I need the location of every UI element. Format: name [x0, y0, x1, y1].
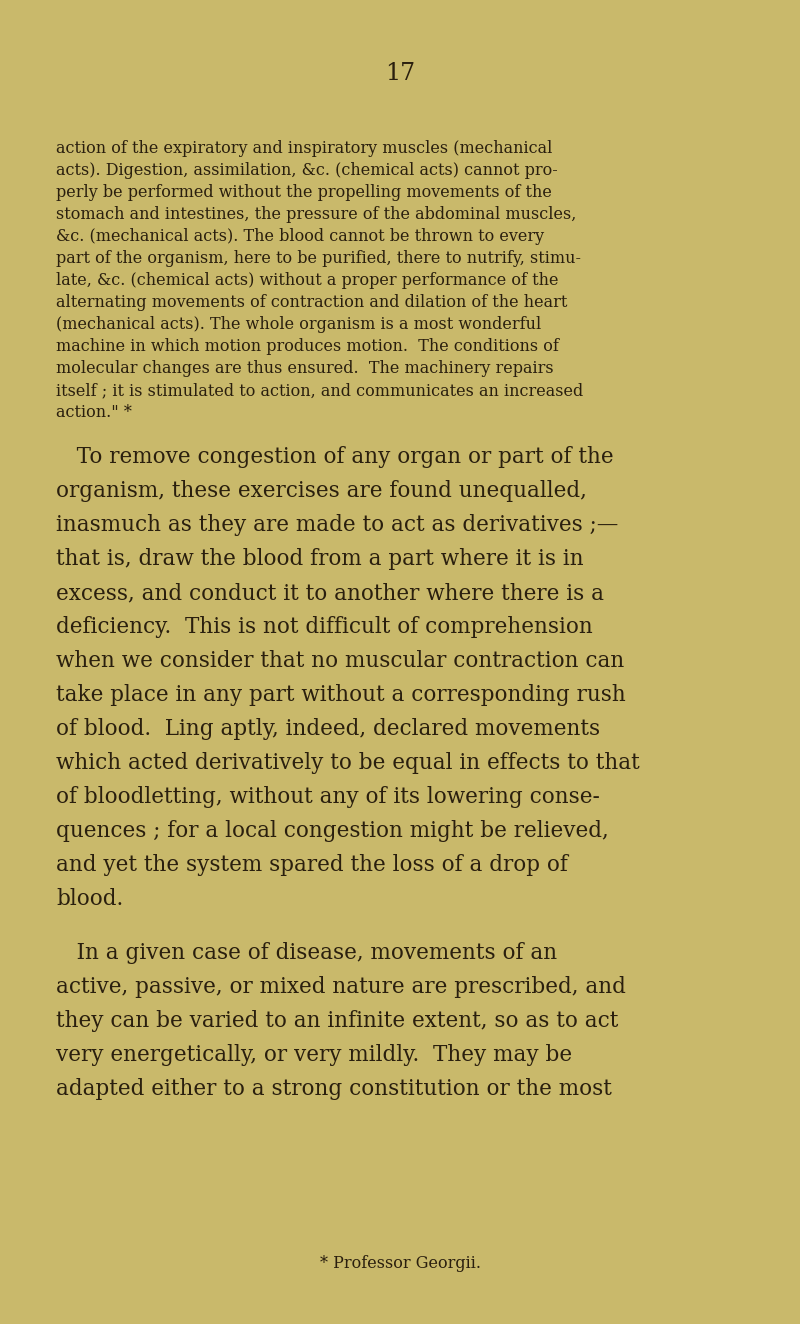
Text: adapted either to a strong constitution or the most: adapted either to a strong constitution … — [56, 1078, 612, 1100]
Text: very energetically, or very mildly.  They may be: very energetically, or very mildly. They… — [56, 1045, 572, 1066]
Text: late, &c. (chemical acts) without a proper performance of the: late, &c. (chemical acts) without a prop… — [56, 271, 558, 289]
Text: and yet the system spared the loss of a drop of: and yet the system spared the loss of a … — [56, 854, 568, 876]
Text: * Professor Georgii.: * Professor Georgii. — [319, 1255, 481, 1272]
Text: perly be performed without the propelling movements of the: perly be performed without the propellin… — [56, 184, 552, 201]
Text: action of the expiratory and inspiratory muscles (mechanical: action of the expiratory and inspiratory… — [56, 140, 552, 158]
Text: To remove congestion of any organ or part of the: To remove congestion of any organ or par… — [56, 446, 614, 467]
Text: part of the organism, here to be purified, there to nutrify, stimu-: part of the organism, here to be purifie… — [56, 250, 581, 267]
Text: inasmuch as they are made to act as derivatives ;—: inasmuch as they are made to act as deri… — [56, 514, 618, 536]
Text: that is, draw the blood from a part where it is in: that is, draw the blood from a part wher… — [56, 548, 584, 571]
Text: of bloodletting, without any of its lowering conse-: of bloodletting, without any of its lowe… — [56, 786, 600, 808]
Text: take place in any part without a corresponding rush: take place in any part without a corresp… — [56, 685, 626, 706]
Text: machine in which motion produces motion.  The conditions of: machine in which motion produces motion.… — [56, 338, 559, 355]
Text: acts). Digestion, assimilation, &c. (chemical acts) cannot pro-: acts). Digestion, assimilation, &c. (che… — [56, 162, 558, 179]
Text: stomach and intestines, the pressure of the abdominal muscles,: stomach and intestines, the pressure of … — [56, 207, 576, 222]
Text: deficiency.  This is not difficult of comprehension: deficiency. This is not difficult of com… — [56, 616, 593, 638]
Text: excess, and conduct it to another where there is a: excess, and conduct it to another where … — [56, 583, 604, 604]
Text: itself ; it is stimulated to action, and communicates an increased: itself ; it is stimulated to action, and… — [56, 383, 583, 399]
Text: they can be varied to an infinite extent, so as to act: they can be varied to an infinite extent… — [56, 1010, 618, 1031]
Text: active, passive, or mixed nature are prescribed, and: active, passive, or mixed nature are pre… — [56, 976, 626, 998]
Text: 17: 17 — [385, 62, 415, 85]
Text: In a given case of disease, movements of an: In a given case of disease, movements of… — [56, 941, 557, 964]
Text: &c. (mechanical acts). The blood cannot be thrown to every: &c. (mechanical acts). The blood cannot … — [56, 228, 544, 245]
Text: which acted derivatively to be equal in effects to that: which acted derivatively to be equal in … — [56, 752, 640, 775]
Text: alternating movements of contraction and dilation of the heart: alternating movements of contraction and… — [56, 294, 567, 311]
Text: organism, these exercises are found unequalled,: organism, these exercises are found uneq… — [56, 481, 587, 502]
Text: quences ; for a local congestion might be relieved,: quences ; for a local congestion might b… — [56, 820, 609, 842]
Text: action." *: action." * — [56, 404, 132, 421]
Text: when we consider that no muscular contraction can: when we consider that no muscular contra… — [56, 650, 624, 673]
Text: of blood.  Ling aptly, indeed, declared movements: of blood. Ling aptly, indeed, declared m… — [56, 718, 600, 740]
Text: (mechanical acts). The whole organism is a most wonderful: (mechanical acts). The whole organism is… — [56, 316, 542, 334]
Text: blood.: blood. — [56, 888, 123, 910]
Text: molecular changes are thus ensured.  The machinery repairs: molecular changes are thus ensured. The … — [56, 360, 554, 377]
